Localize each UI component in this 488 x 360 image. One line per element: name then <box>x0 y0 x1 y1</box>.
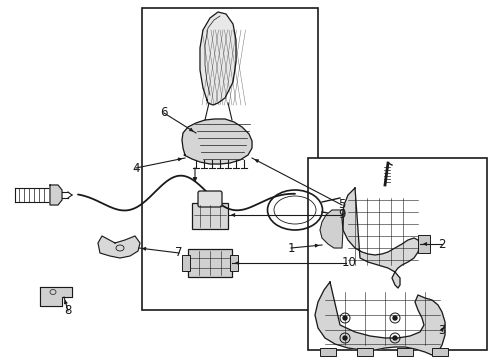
Text: 3: 3 <box>437 324 445 337</box>
Text: 10: 10 <box>341 256 356 270</box>
Text: 5: 5 <box>337 198 345 211</box>
Bar <box>187 249 231 277</box>
Bar <box>356 348 372 356</box>
Polygon shape <box>341 188 419 288</box>
Polygon shape <box>319 210 343 248</box>
Text: 8: 8 <box>64 305 72 318</box>
Bar <box>307 158 486 350</box>
Bar <box>229 255 238 271</box>
Bar <box>417 235 429 253</box>
FancyBboxPatch shape <box>198 191 222 207</box>
Bar <box>142 8 317 310</box>
Text: 1: 1 <box>287 242 294 255</box>
Text: 7: 7 <box>175 247 183 260</box>
Text: 4: 4 <box>132 162 140 175</box>
Polygon shape <box>182 119 251 164</box>
Circle shape <box>342 336 346 340</box>
Circle shape <box>392 336 396 340</box>
Polygon shape <box>314 282 444 355</box>
Polygon shape <box>200 12 236 105</box>
Polygon shape <box>40 287 72 306</box>
Circle shape <box>342 316 346 320</box>
Bar <box>319 348 335 356</box>
Bar <box>192 203 227 229</box>
Circle shape <box>392 316 396 320</box>
Text: 6: 6 <box>160 107 168 120</box>
Text: 9: 9 <box>337 208 345 221</box>
Bar <box>396 348 412 356</box>
Bar <box>182 255 190 271</box>
Bar <box>431 348 447 356</box>
Text: 2: 2 <box>437 238 445 251</box>
Polygon shape <box>50 185 62 205</box>
Polygon shape <box>98 236 140 258</box>
